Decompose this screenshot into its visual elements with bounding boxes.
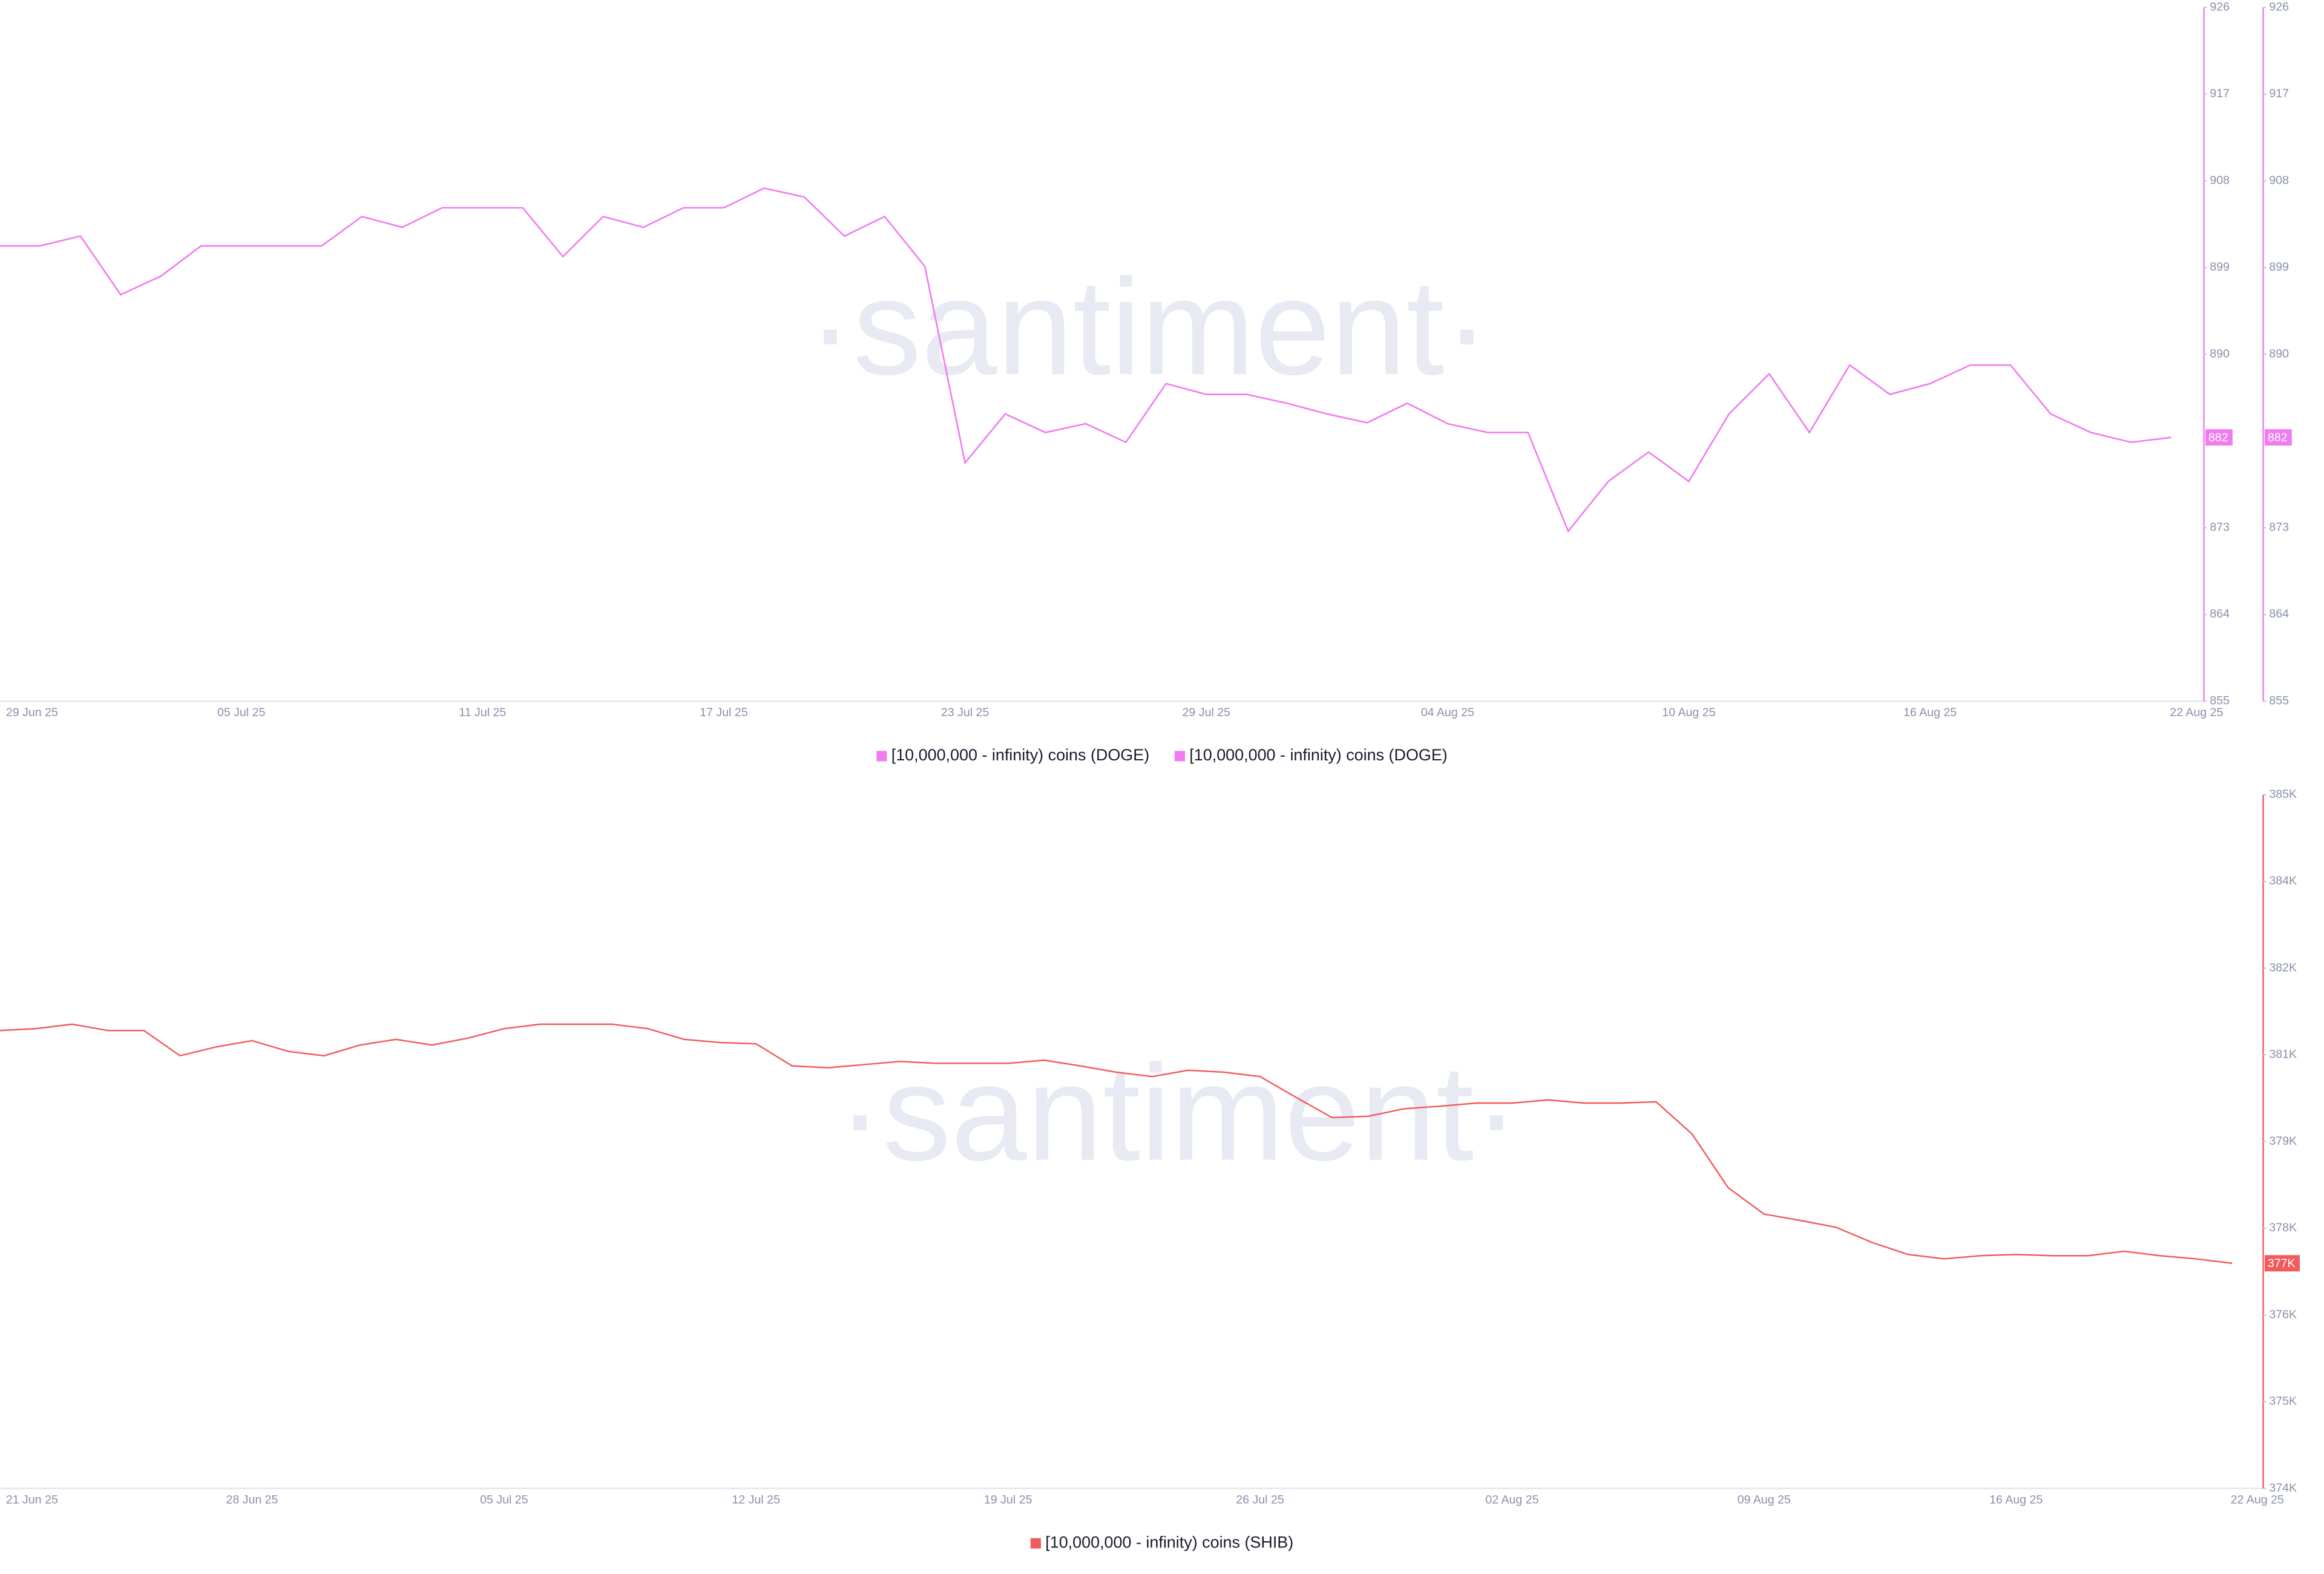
legend-label: [10,000,000 - infinity) coins (SHIB) [1045, 1533, 1293, 1551]
x-tick-label: 04 Aug 25 [1421, 706, 1474, 719]
y-tick-label: 385K [2269, 788, 2297, 801]
x-tick-label: 29 Jul 25 [1182, 706, 1230, 719]
y-tick-label: 374K [2269, 1481, 2297, 1495]
legend-label: [10,000,000 - infinity) coins (DOGE) [891, 746, 1149, 764]
x-tick-label: 22 Aug 25 [2231, 1493, 2284, 1506]
y-tick-label: 873 [2210, 521, 2230, 534]
tag-box [2264, 429, 2292, 446]
legend-swatch [1030, 1538, 1041, 1549]
chart-panel: ·santiment· 29 Jun 25 05 Jul 25 11 Jul 25 17… [0, 0, 2292, 764]
y-tick-label: 926 [2269, 0, 2289, 13]
tag-label: 882 [2208, 431, 2228, 444]
y-tick-label: 375K [2269, 1395, 2297, 1408]
legend-item: [10,000,000 - infinity) coins (SHIB) [1030, 1533, 1293, 1551]
current-value-tag: 377K [2264, 1255, 2300, 1272]
current-value-tag: 882 [2205, 429, 2233, 446]
y-tick-label: 899 [2210, 260, 2230, 274]
x-tick-label: 05 Jul 25 [217, 706, 266, 719]
y-tick-label: 899 [2269, 260, 2289, 274]
y-tick-label: 917 [2210, 87, 2230, 100]
y-tick-label: 379K [2269, 1134, 2297, 1148]
tag-box [2205, 429, 2233, 446]
x-tick-label: 28 Jun 25 [226, 1493, 278, 1506]
x-tick-label: 17 Jul 25 [700, 706, 748, 719]
y-tick-label: 908 [2210, 174, 2230, 187]
watermark: ·santiment· [808, 251, 1490, 403]
y-tick-label: 855 [2210, 694, 2230, 708]
legend: [10,000,000 - infinity) coins (SHIB) [1030, 1533, 1293, 1551]
tag-label: 377K [2268, 1257, 2296, 1270]
legend-item: [10,000,000 - infinity) coins (DOGE) [876, 746, 1149, 764]
x-tick-label: 16 Aug 25 [1989, 1493, 2043, 1506]
y-tick-label: 855 [2269, 694, 2289, 708]
y-tick-label: 908 [2269, 174, 2289, 187]
y-tick-label: 864 [2269, 607, 2289, 621]
y-tick-label: 381K [2269, 1048, 2297, 1061]
x-tick-label: 05 Jul 25 [480, 1493, 528, 1506]
y-tick-label: 873 [2269, 521, 2289, 534]
y-tick-label: 890 [2210, 347, 2230, 360]
y-tick-label: 926 [2210, 0, 2230, 13]
x-tick-label: 29 Jun 25 [6, 706, 58, 719]
legend-swatch [876, 751, 887, 762]
y-tick-label: 378K [2269, 1221, 2297, 1234]
x-tick-label: 22 Aug 25 [2170, 706, 2223, 719]
y-tick-label: 384K [2269, 874, 2297, 887]
tag-label: 882 [2268, 431, 2288, 444]
x-tick-label: 23 Jul 25 [941, 706, 990, 719]
x-tick-label: 19 Jul 25 [984, 1493, 1032, 1506]
watermark: ·santiment· [838, 1036, 1520, 1189]
x-tick-label: 16 Aug 25 [1903, 706, 1957, 719]
chart-panel: ·santiment· 21 Jun 25 28 Jun 25 05 Jul 25 12… [0, 788, 2300, 1551]
legend-swatch [1174, 751, 1185, 762]
legend: [10,000,000 - infinity) coins (DOGE) [10,… [876, 746, 1448, 764]
y-tick-label: 917 [2269, 87, 2289, 100]
series-line [0, 187, 2171, 533]
y-tick-label: 864 [2210, 607, 2230, 621]
x-tick-label: 26 Jul 25 [1236, 1493, 1284, 1506]
x-tick-label: 10 Aug 25 [1662, 706, 1715, 719]
y-tick-label: 890 [2269, 347, 2289, 360]
y-tick-label: 382K [2269, 961, 2297, 974]
x-tick-label: 02 Aug 25 [1485, 1493, 1538, 1506]
x-tick-label: 09 Aug 25 [1738, 1493, 1791, 1506]
current-value-tag: 882 [2264, 429, 2292, 446]
y-tick-label: 376K [2269, 1308, 2297, 1321]
x-tick-label: 12 Jul 25 [732, 1493, 781, 1506]
x-tick-label: 11 Jul 25 [459, 706, 506, 719]
legend-label: [10,000,000 - infinity) coins (DOGE) [1189, 746, 1447, 764]
series-line [0, 1023, 2233, 1264]
tag-box [2264, 1255, 2300, 1272]
legend-item: [10,000,000 - infinity) coins (DOGE) [1174, 746, 1448, 764]
x-tick-label: 21 Jun 25 [6, 1493, 58, 1506]
